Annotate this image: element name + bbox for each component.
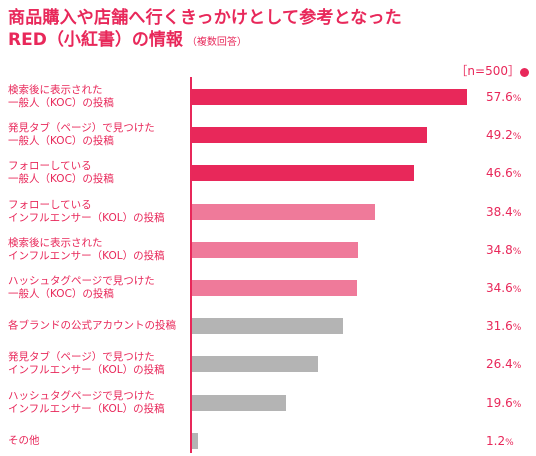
percent-sign: % [512, 361, 522, 372]
category-label: フォローしている 一般人（KOC）の投稿 [8, 160, 188, 186]
value-number: 46.6 [486, 166, 513, 181]
category-label-line: 一般人（KOC）の投稿 [8, 173, 114, 186]
category-label: 発見タブ（ページ）で見つけた 一般人（KOC）の投稿 [8, 122, 188, 148]
category-label: 発見タブ（ページ）で見つけた インフルエンサー（KOL）の投稿 [8, 351, 188, 377]
percent-sign: % [512, 399, 522, 410]
category-label: 各ブランドの公式アカウントの投稿 [8, 320, 188, 333]
category-label-line: 発見タブ（ページ）で見つけた [8, 351, 155, 364]
value-number: 34.8 [486, 242, 513, 257]
bar [192, 394, 286, 411]
chart-title-line2: RED（小紅書）の情報 （複数回答） [8, 25, 247, 50]
sample-size-label: ［n=500］ [455, 64, 520, 78]
percent-sign: % [512, 246, 522, 257]
category-label-line: インフルエンサー（KOL）の投稿 [8, 249, 165, 262]
value-number: 31.6 [486, 319, 513, 334]
percent-sign: % [512, 285, 522, 295]
bar [192, 165, 415, 182]
chart-title-note: （複数回答） [186, 37, 247, 48]
category-label-line: 一般人（KOC）の投稿 [8, 288, 114, 300]
category-label-line: ハッシュタグページで見つけた [8, 389, 155, 402]
category-label: ハッシュタグページで見つけた インフルエンサー（KOL）の投稿 [8, 390, 188, 416]
value-label: 46.6% [486, 166, 521, 180]
chart-title-line1: 商品購入や店舗へ行くきっかけとして参考となった [8, 8, 402, 28]
value-label: 34.8% [486, 243, 521, 257]
category-label: ハッシュタグページで見つけた 一般人（KOC）の投稿 [8, 275, 188, 301]
value-number: 1.2 [486, 433, 506, 448]
percent-sign: % [512, 132, 522, 143]
percent-sign: % [512, 94, 522, 104]
value-number: 49.2 [486, 128, 513, 143]
bar [192, 432, 198, 449]
category-label: 検索後に表示された インフルエンサー（KOL）の投稿 [8, 237, 188, 263]
value-number: 38.4 [486, 204, 513, 219]
value-label: 38.4% [486, 205, 521, 219]
category-label-line: インフルエンサー（KOL）の投稿 [8, 364, 165, 377]
percent-sign: % [512, 323, 522, 334]
bar [192, 280, 358, 296]
value-label: 34.6% [486, 281, 521, 295]
category-label-line: 検索後に表示された [8, 84, 103, 96]
category-label: 検索後に表示された 一般人（KOC）の投稿 [8, 84, 188, 110]
category-label-line: その他 [8, 434, 40, 447]
value-number: 19.6 [486, 395, 513, 410]
value-number: 57.6 [486, 90, 513, 104]
value-label: 26.4% [486, 357, 521, 371]
value-number: 34.6 [486, 281, 513, 295]
category-label: その他 [8, 434, 188, 447]
bar [192, 127, 427, 144]
bar [192, 318, 343, 335]
axis-end-dot [520, 68, 529, 77]
percent-sign: % [505, 437, 514, 448]
category-label-line: ハッシュタグページで見つけた [8, 275, 155, 287]
value-label: 49.2% [486, 128, 521, 142]
category-label-line: 一般人（KOC）の投稿 [8, 97, 114, 109]
category-label-line: 各ブランドの公式アカウントの投稿 [8, 319, 176, 332]
category-label: フォローしている インフルエンサー（KOL）の投稿 [8, 199, 188, 225]
bar [192, 356, 319, 373]
value-label: 57.6% [486, 90, 521, 104]
bar [192, 203, 376, 220]
value-label: 31.6% [486, 319, 521, 333]
value-label: 1.2% [486, 434, 514, 448]
value-number: 26.4 [486, 357, 513, 372]
value-label: 19.6% [486, 396, 521, 410]
bar [192, 89, 467, 105]
category-label-line: フォローしている [8, 198, 92, 211]
category-label-line: インフルエンサー（KOL）の投稿 [8, 211, 165, 224]
category-label-line: 発見タブ（ページ）で見つけた [8, 122, 155, 135]
percent-sign: % [512, 208, 522, 219]
bar [192, 241, 359, 258]
category-axis-line [190, 77, 192, 453]
category-label-line: フォローしている [8, 160, 92, 173]
category-label-line: インフルエンサー（KOL）の投稿 [8, 402, 165, 415]
category-label-line: 一般人（KOC）の投稿 [8, 135, 114, 148]
percent-sign: % [512, 170, 522, 181]
category-label-line: 検索後に表示された [8, 236, 103, 249]
chart-title-main: RED（小紅書）の情報 [8, 30, 183, 50]
